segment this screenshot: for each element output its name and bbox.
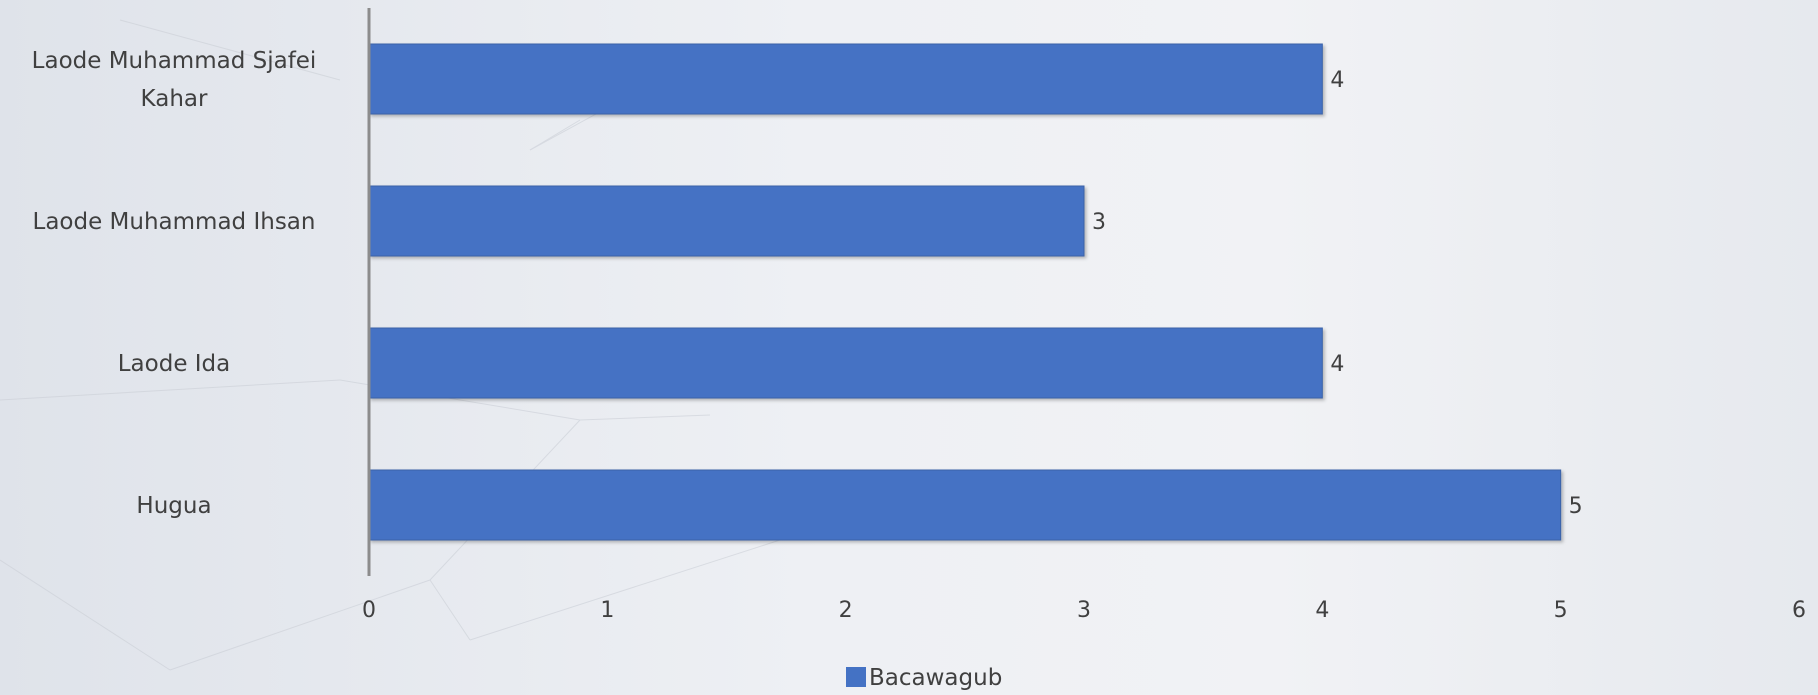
legend-label: Bacawagub — [869, 665, 1002, 691]
category-label-line: Kahar — [141, 86, 208, 112]
bar-0 — [368, 43, 1323, 115]
category-label-1: Laode Muhammad Ihsan — [33, 209, 316, 235]
x-tick-label-4: 4 — [1315, 598, 1329, 623]
x-tick-label-1: 1 — [600, 598, 614, 623]
x-tick-label-2: 2 — [839, 598, 853, 623]
category-label-line: Laode Muhammad Ihsan — [33, 209, 316, 235]
x-tick-label-6: 6 — [1792, 598, 1806, 623]
category-label-line: Laode Ida — [118, 351, 231, 377]
data-label-3: 5 — [1569, 494, 1583, 519]
bar-2 — [368, 327, 1323, 399]
legend: Bacawagub — [846, 665, 1002, 691]
x-tick-label-0: 0 — [362, 598, 376, 623]
data-label-2: 4 — [1330, 352, 1344, 377]
category-label-line: Laode Muhammad Sjafei — [32, 48, 317, 74]
labels-layer: 4 Laode Muhammad Sjafei Kahar 3 Laode Muhamm… — [32, 48, 1583, 519]
legend-swatch — [846, 667, 866, 687]
bar-1 — [368, 185, 1085, 257]
category-label-2: Laode Ida — [118, 351, 231, 377]
bar-3 — [368, 469, 1562, 541]
x-tick-label-3: 3 — [1077, 598, 1091, 623]
category-label-3: Hugua — [136, 493, 211, 519]
axis-layer: 0 1 2 3 4 5 6 — [362, 8, 1806, 623]
x-tick-label-5: 5 — [1554, 598, 1568, 623]
bars-layer — [368, 43, 1562, 541]
data-label-0: 4 — [1330, 68, 1344, 93]
category-label-line: Hugua — [136, 493, 211, 519]
category-label-0: Laode Muhammad Sjafei Kahar — [32, 48, 317, 112]
data-label-1: 3 — [1092, 210, 1106, 235]
